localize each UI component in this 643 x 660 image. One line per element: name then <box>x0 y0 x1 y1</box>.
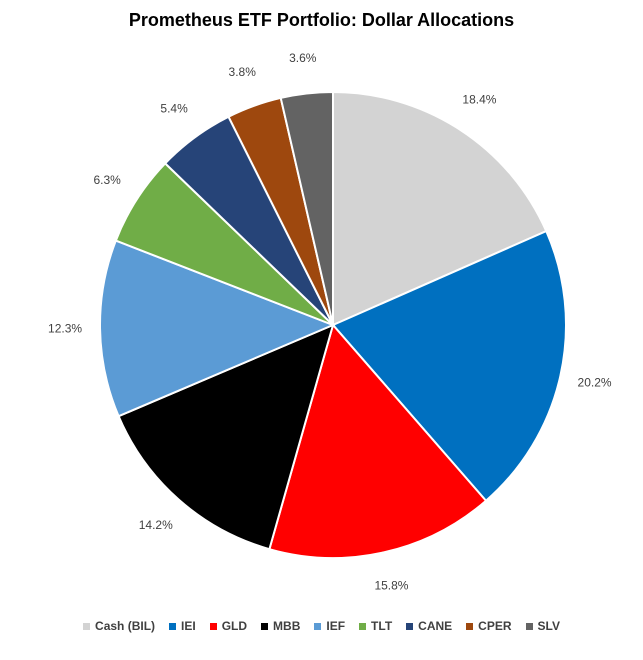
legend-swatch <box>466 622 474 630</box>
data-label-ief: 12.3% <box>48 321 82 335</box>
legend-swatch <box>406 622 414 630</box>
data-label-slv: 3.6% <box>289 51 317 65</box>
legend-item-iei: IEI <box>169 619 196 633</box>
legend-label: GLD <box>221 619 248 633</box>
pie-slice-ief <box>99 239 336 418</box>
legend-swatch <box>209 622 217 630</box>
data-label-cane: 5.4% <box>160 101 188 115</box>
pie-slice-slv <box>279 90 334 326</box>
legend-item-cash-bil: Cash (BIL) <box>83 619 155 633</box>
legend-label: TLT <box>371 619 393 633</box>
pie-slice-gld <box>268 322 488 559</box>
legend-label: SLV <box>537 619 560 633</box>
chart-legend: Cash (BIL) IEI GLD MBB IEF TLT CANE CPER SLV <box>0 619 643 633</box>
legend-swatch <box>359 622 367 630</box>
legend-swatch <box>261 622 269 630</box>
pie-slice-iei <box>331 229 567 503</box>
legend-label: MBB <box>273 619 301 633</box>
legend-item-cper: CPER <box>466 619 512 633</box>
data-label-cper: 3.8% <box>229 65 257 79</box>
legend-item-ief: IEF <box>314 619 345 633</box>
data-label-mbb: 14.2% <box>139 518 173 532</box>
pie-slice-mbb <box>117 323 335 551</box>
legend-label: CPER <box>478 619 512 633</box>
data-label-tlt: 6.3% <box>93 173 121 187</box>
data-label-iei: 20.2% <box>578 376 612 390</box>
legend-item-slv: SLV <box>525 619 560 633</box>
legend-swatch <box>314 622 322 630</box>
legend-label: IEI <box>181 619 196 633</box>
chart-title: Prometheus ETF Portfolio: Dollar Allocat… <box>128 10 515 30</box>
legend-label: IEF <box>326 619 346 633</box>
legend-item-cane: CANE <box>406 619 452 633</box>
legend-label: CANE <box>418 619 453 633</box>
legend-swatch <box>83 622 91 630</box>
legend-item-gld: GLD <box>209 619 248 633</box>
data-label-cash-bil: 18.4% <box>462 93 496 107</box>
pie-slice-cash-bil <box>332 90 548 327</box>
data-label-gld: 15.8% <box>374 579 408 593</box>
legend-item-mbb: MBB <box>261 619 300 633</box>
legend-swatch <box>525 622 533 630</box>
legend-item-tlt: TLT <box>359 619 392 633</box>
legend-swatch <box>169 622 177 630</box>
legend-label: Cash (BIL) <box>95 619 156 633</box>
